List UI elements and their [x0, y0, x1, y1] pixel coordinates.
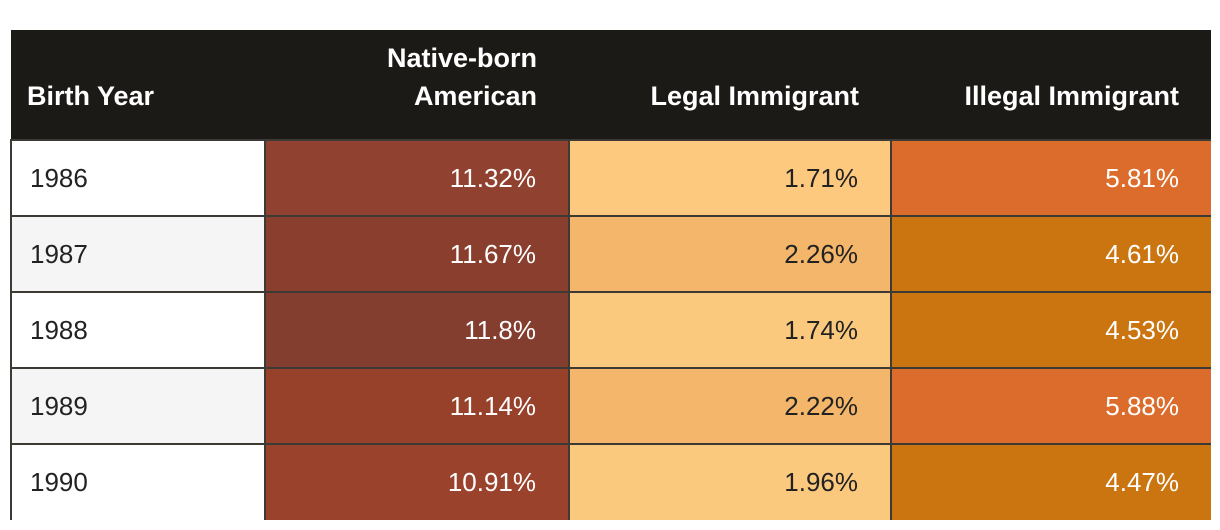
cell-legal-immigrant: 1.96% [569, 443, 892, 520]
cell-native-born: 10.91% [265, 443, 570, 520]
cell-birth-year: 1989 [10, 367, 266, 444]
cell-birth-year: 1988 [10, 291, 266, 368]
cell-native-born: 11.8% [265, 291, 570, 368]
cell-illegal-immigrant: 5.81% [891, 139, 1211, 216]
data-table-container: Birth Year Native-born American Legal Imm… [10, 30, 1211, 520]
header-native-line1: Native-born [386, 43, 537, 73]
cell-illegal-immigrant: 4.47% [891, 443, 1211, 520]
table-header-row: Birth Year Native-born American Legal Imm… [11, 30, 1211, 140]
cell-native-born: 11.67% [265, 215, 570, 292]
cell-illegal-immigrant: 4.61% [891, 215, 1211, 292]
header-legal-immigrant: Legal Immigrant [650, 81, 859, 111]
header-birth-year: Birth Year [27, 81, 155, 111]
table-row: 1988 11.8% 1.74% 4.53% [10, 291, 1211, 368]
cell-illegal-immigrant: 4.53% [891, 291, 1211, 368]
birth-rate-table: Birth Year Native-born American Legal Imm… [10, 30, 1211, 520]
cell-native-born: 11.32% [265, 139, 570, 216]
cell-birth-year: 1986 [10, 139, 266, 216]
cell-native-born: 11.14% [265, 367, 570, 444]
cell-birth-year: 1990 [10, 443, 266, 520]
cell-legal-immigrant: 2.22% [569, 367, 892, 444]
header-illegal-immigrant: Illegal Immigrant [964, 81, 1179, 111]
cell-birth-year: 1987 [10, 215, 266, 292]
cell-legal-immigrant: 1.71% [569, 139, 892, 216]
cell-illegal-immigrant: 5.88% [891, 367, 1211, 444]
table-row: 1987 11.67% 2.26% 4.61% [10, 215, 1211, 292]
cell-legal-immigrant: 1.74% [569, 291, 892, 368]
table-row: 1986 11.32% 1.71% 5.81% [10, 139, 1211, 216]
table-row: 1990 10.91% 1.96% 4.47% [10, 443, 1211, 520]
header-native-line2: American [413, 81, 537, 111]
table-row: 1989 11.14% 2.22% 5.88% [10, 367, 1211, 444]
table-body: 1986 11.32% 1.71% 5.81% 1987 11.67% 2.26… [10, 139, 1211, 520]
header-native-born-american: Native-born American [265, 30, 569, 140]
cell-legal-immigrant: 2.26% [569, 215, 892, 292]
